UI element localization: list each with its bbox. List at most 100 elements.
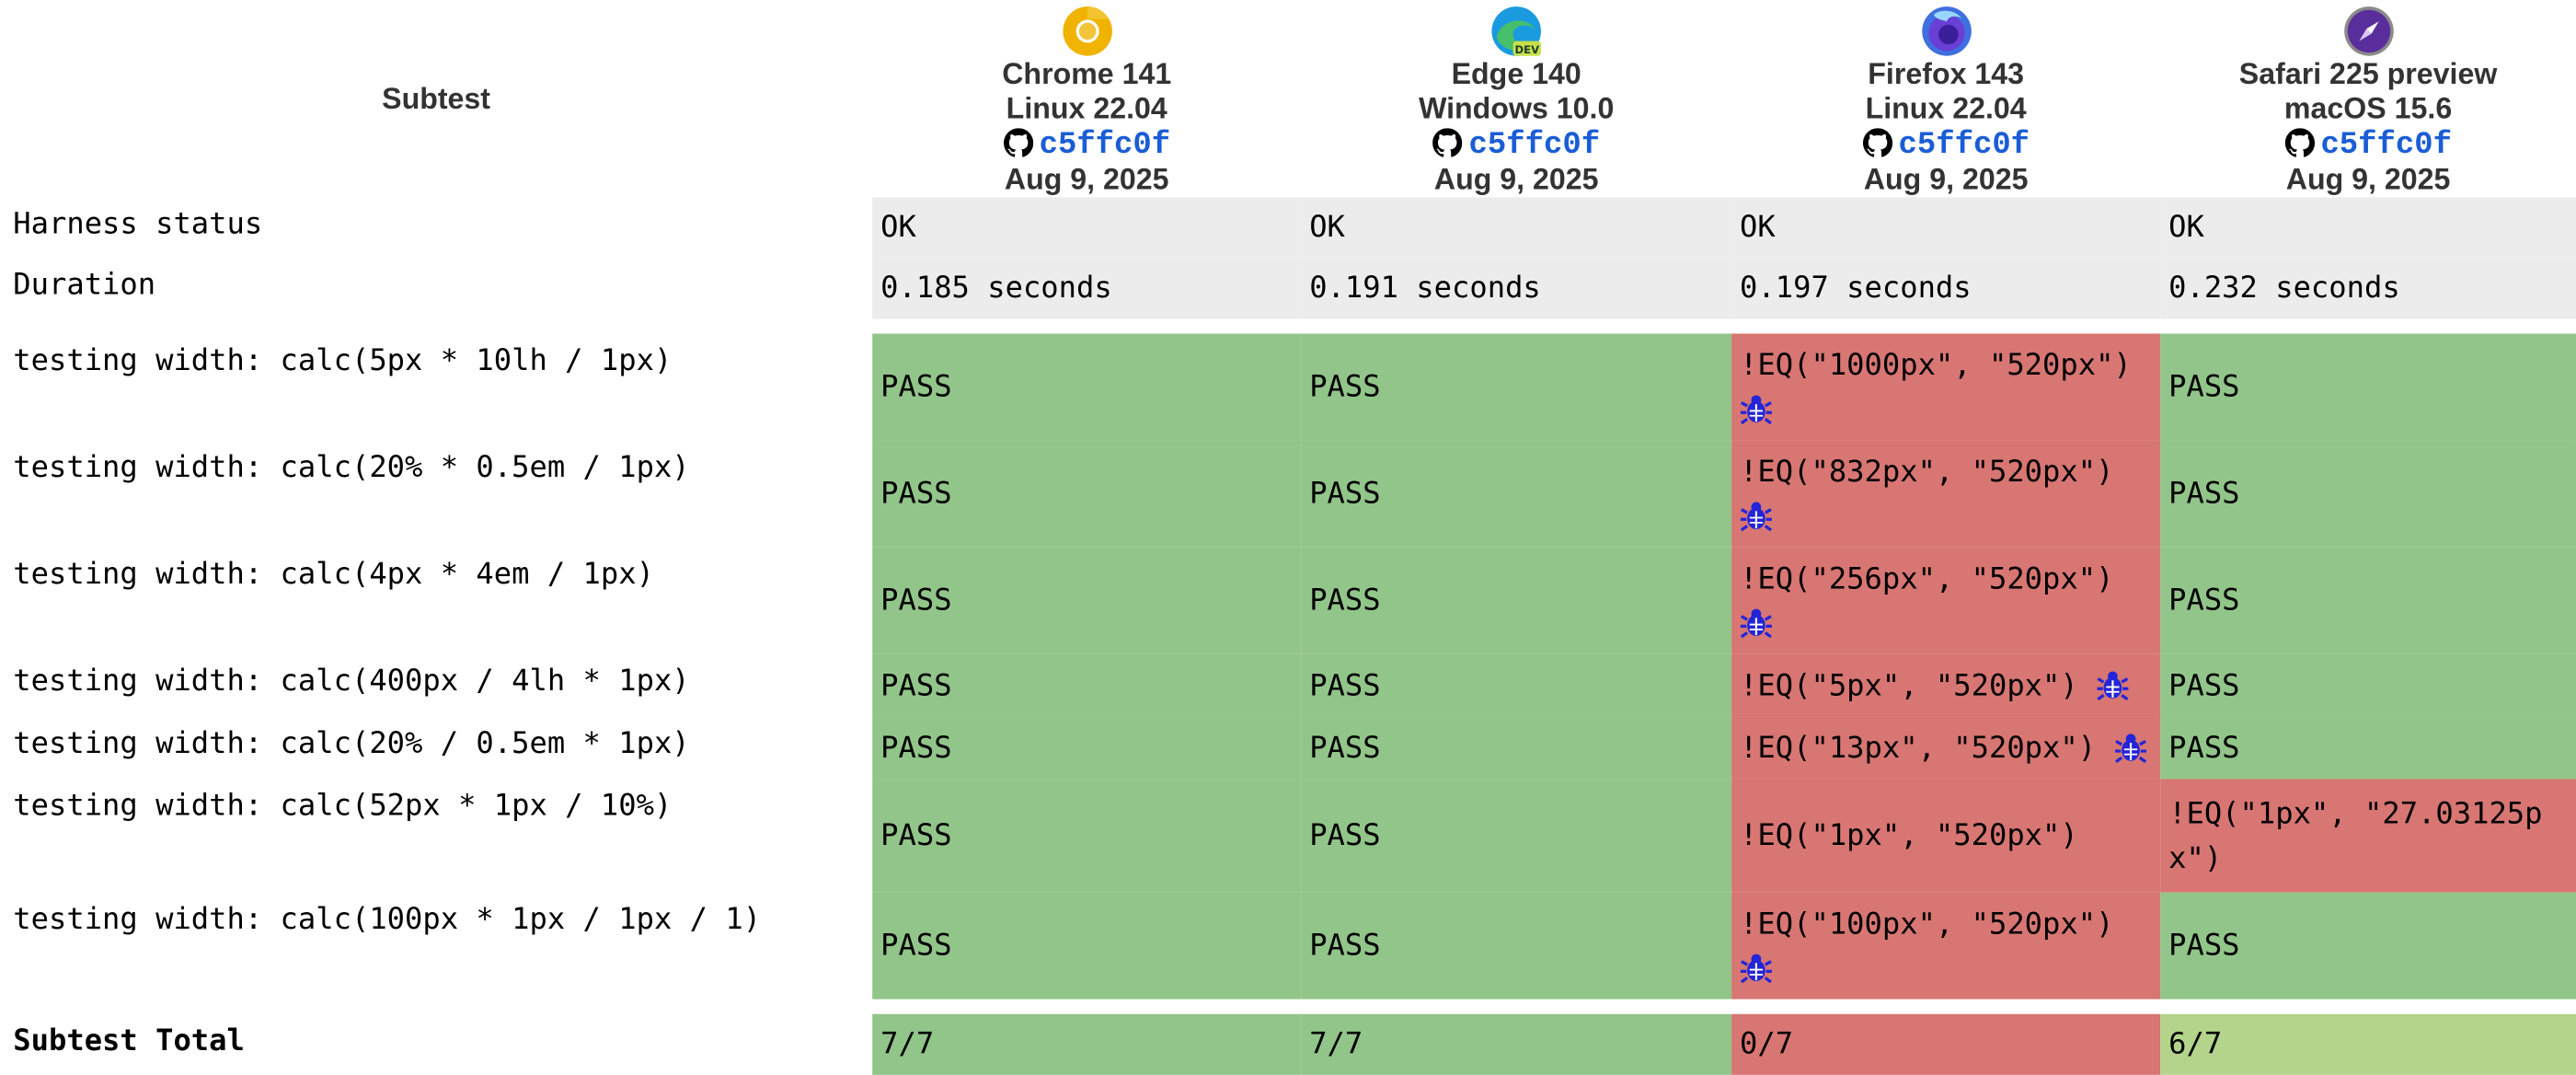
result-fail: !EQ("100px", "520px") [1731, 892, 2161, 1000]
browser-os: Linux 22.04 [1865, 91, 2027, 124]
result-pass: PASS [2160, 440, 2576, 548]
result-pass: PASS [1301, 779, 1732, 893]
table-row: testing width: calc(400px / 4lh * 1px) PA… [0, 653, 2576, 717]
result-text: PASS [2168, 928, 2240, 964]
result-text: PASS [1309, 583, 1381, 618]
run-date: Aug 9, 2025 [2285, 161, 2451, 195]
subtest-name[interactable]: testing width: calc(20% * 0.5em / 1px) [13, 450, 690, 485]
result-text: PASS [2168, 476, 2240, 512]
result-fail: !EQ("832px", "520px") [1731, 440, 2161, 548]
browser-header-edge: DEV Edge 140 Windows 10.0 c5ffc0f Aug 9,… [1301, 0, 1731, 197]
result-text: PASS [2168, 583, 2240, 618]
result-pass: PASS [2160, 547, 2576, 654]
meta-value: 0.191 seconds [1301, 258, 1732, 319]
browser-header-safari: Safari 225 preview macOS 15.6 c5ffc0f Au… [2160, 0, 2576, 197]
result-text: PASS [880, 818, 952, 853]
subtest-total-value: 7/7 [872, 1013, 1302, 1075]
browser-os: Windows 10.0 [1419, 91, 1615, 124]
run-date: Aug 9, 2025 [1004, 161, 1169, 195]
result-text: !EQ("256px", "520px") [1740, 561, 2114, 596]
result-text: PASS [880, 369, 952, 405]
subtest-total-row: Subtest Total 7/7 7/7 0/7 6/7 [0, 1013, 2576, 1075]
browser-name: Edge 140 [1451, 56, 1581, 90]
bug-icon[interactable] [1740, 392, 1773, 425]
result-text: !EQ("5px", "520px") [1740, 667, 2078, 703]
subtest-total-value: 0/7 [1731, 1013, 2161, 1075]
run-date: Aug 9, 2025 [1863, 161, 2029, 195]
browser-name: Firefox 143 [1868, 56, 2025, 90]
result-pass: PASS [1301, 716, 1732, 780]
meta-value: OK [1301, 197, 1732, 259]
spacer-row [0, 999, 2576, 1014]
browser-header-firefox: Firefox 143 Linux 22.04 c5ffc0f Aug 9, 2… [1731, 0, 2160, 197]
result-pass: PASS [872, 892, 1302, 1000]
header-row: Subtest Chrome 141 Linux 22.04 c5ffc0f A… [0, 0, 2576, 197]
table-row: testing width: calc(20% / 0.5em * 1px) PA… [0, 716, 2576, 780]
result-fail: !EQ("1px", "520px") [1731, 779, 2161, 893]
revision-link[interactable]: c5ffc0f [1039, 125, 1171, 162]
result-text: PASS [880, 476, 952, 512]
meta-label: Harness status [13, 206, 263, 242]
table-row: testing width: calc(5px * 10lh / 1px) PAS… [0, 333, 2576, 441]
meta-value: OK [872, 197, 1302, 259]
result-pass: PASS [2160, 892, 2576, 1000]
browser-name: Chrome 141 [1002, 56, 1172, 90]
bug-icon[interactable] [1740, 606, 1773, 639]
spacer-row [0, 318, 2576, 334]
result-text: PASS [1309, 730, 1381, 766]
subtest-total-value: 7/7 [1301, 1013, 1732, 1075]
result-text: PASS [880, 667, 952, 703]
result-text: !EQ("1px", "520px") [1740, 818, 2078, 853]
subtest-name[interactable]: testing width: calc(20% / 0.5em * 1px) [13, 726, 690, 761]
result-text: PASS [880, 730, 952, 766]
subtest-name[interactable]: testing width: calc(52px * 1px / 10%) [13, 789, 673, 824]
revision-link[interactable]: c5ffc0f [2320, 125, 2452, 162]
result-pass: PASS [872, 440, 1302, 548]
bug-icon[interactable] [2096, 668, 2129, 701]
browser-os: macOS 15.6 [2283, 91, 2453, 124]
svg-text:DEV: DEV [1515, 42, 1540, 55]
result-pass: PASS [1301, 333, 1732, 441]
meta-value: OK [2160, 197, 2576, 259]
result-pass: PASS [872, 547, 1302, 654]
result-text: PASS [2168, 730, 2240, 766]
result-text: PASS [2168, 667, 2240, 703]
subtest-total-value: 6/7 [2160, 1013, 2576, 1075]
subtest-name[interactable]: testing width: calc(400px / 4lh * 1px) [13, 664, 690, 699]
result-text: PASS [1309, 928, 1381, 964]
result-pass: PASS [1301, 892, 1732, 1000]
result-pass: PASS [2160, 653, 2576, 717]
result-text: !EQ("832px", "520px") [1740, 454, 2114, 490]
result-pass: PASS [1301, 653, 1732, 717]
results-body: Harness status OK OK OK OK Duration 0.185 seco… [0, 197, 2576, 1075]
result-fail: !EQ("13px", "520px") [1731, 716, 2161, 780]
subtest-name[interactable]: testing width: calc(100px * 1px / 1px / … [13, 902, 762, 937]
safari-preview-icon [2343, 6, 2393, 55]
result-text: PASS [1309, 818, 1381, 853]
revision-link[interactable]: c5ffc0f [1898, 125, 2030, 162]
result-text: PASS [2168, 369, 2240, 405]
subtest-name[interactable]: testing width: calc(4px * 4em / 1px) [13, 557, 654, 592]
firefox-icon [1921, 6, 1971, 55]
meta-row: Harness status OK OK OK OK [0, 197, 2576, 259]
revision-link[interactable]: c5ffc0f [1468, 125, 1601, 162]
meta-value: 0.185 seconds [872, 258, 1302, 319]
result-text: !EQ("1000px", "520px") [1740, 347, 2132, 383]
subtest-column-header[interactable]: Subtest [382, 81, 491, 115]
subtest-name[interactable]: testing width: calc(5px * 10lh / 1px) [13, 343, 673, 378]
result-text: PASS [880, 928, 952, 964]
result-pass: PASS [872, 779, 1302, 893]
bug-icon[interactable] [2113, 731, 2146, 764]
result-fail: !EQ("256px", "520px") [1731, 547, 2161, 654]
run-date: Aug 9, 2025 [1433, 161, 1599, 195]
result-pass: PASS [1301, 547, 1732, 654]
chrome-icon [1062, 6, 1112, 55]
subtest-total-label: Subtest Total [13, 1023, 245, 1058]
result-text: PASS [1309, 369, 1381, 405]
result-fail: !EQ("1000px", "520px") [1731, 333, 2161, 441]
result-text: !EQ("100px", "520px") [1740, 906, 2114, 942]
bug-icon[interactable] [1740, 499, 1773, 532]
bug-icon[interactable] [1740, 951, 1773, 984]
